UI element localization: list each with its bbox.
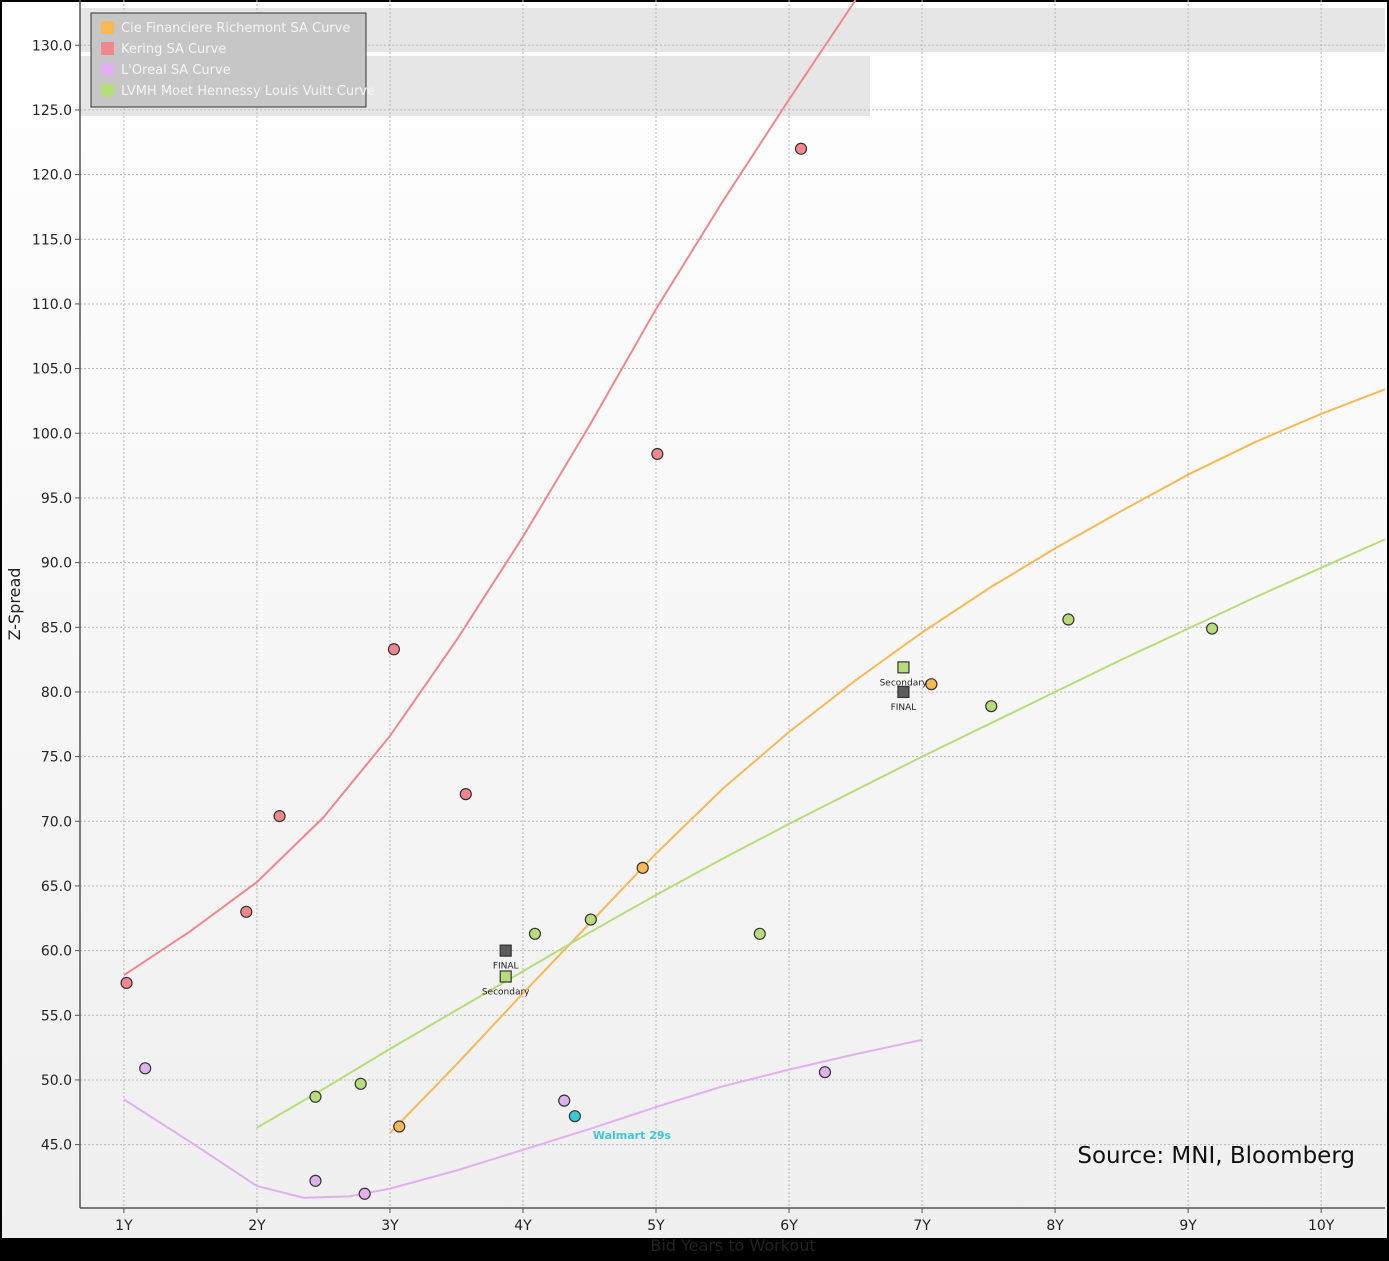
data-point [925, 678, 938, 691]
data-point [358, 1187, 371, 1200]
data-point [309, 1090, 322, 1103]
legend-box [90, 12, 367, 108]
annotation-label: Walmart 29s [593, 1129, 672, 1142]
y-tick-label: 125.0 [32, 103, 72, 119]
deal-marker [897, 661, 910, 674]
deal-marker-label: Secondary [880, 678, 928, 688]
x-tick-label: 10Y [1308, 1218, 1335, 1234]
legend-swatch [101, 63, 114, 76]
y-tick-label: 85.0 [41, 620, 72, 636]
x-tick-label: 9Y [1179, 1218, 1197, 1234]
legend-swatch [101, 21, 114, 34]
y-tick-label: 105.0 [32, 362, 72, 378]
series-curve-1 [123, 0, 857, 977]
x-tick-label: 2Y [248, 1218, 266, 1234]
y-tick-label: 55.0 [41, 1008, 72, 1024]
data-point [528, 927, 542, 940]
y-tick-label: 45.0 [41, 1138, 72, 1154]
y-tick-label: 130.0 [32, 38, 72, 54]
legend-swatch [101, 42, 114, 55]
deal-markers: FINAL Secondary Secondary FINAL Walmart 29s [482, 661, 928, 1142]
grid [80, 0, 1385, 1208]
data-point [309, 1174, 322, 1187]
data-point [273, 810, 286, 823]
data-point [354, 1077, 367, 1090]
annotation-point [568, 1110, 581, 1123]
data-point [387, 643, 401, 656]
x-tick-label: 5Y [647, 1218, 665, 1234]
data-point [240, 905, 253, 918]
data-point [818, 1066, 832, 1079]
axis-ticks: 1Y 2Y 3Y 4Y 5Y 6Y 7Y 8Y 9Y 10Y 45.0 50.0 55.0 60.0 65.… [32, 38, 1335, 1234]
y-tick-label: 95.0 [41, 491, 72, 507]
x-tick-label: 8Y [1046, 1218, 1064, 1234]
y-tick-label: 60.0 [41, 944, 72, 960]
legend-label: LVMH Moet Hennessy Louis Vuitt Curve [121, 84, 375, 99]
legend-items: Cie Financiere Richemont SA Curve Kering … [101, 21, 375, 99]
deal-marker-label: FINAL [493, 962, 519, 972]
y-tick-label: 75.0 [41, 750, 72, 766]
legend-swatch [101, 84, 114, 97]
y-tick-label: 80.0 [41, 685, 72, 701]
y-tick-label: 90.0 [41, 556, 72, 572]
data-point [794, 142, 808, 155]
deal-marker-label: FINAL [891, 703, 917, 713]
y-tick-label: 65.0 [41, 879, 72, 895]
x-tick-label: 3Y [381, 1218, 399, 1234]
data-point [584, 913, 597, 926]
x-tick-label: 1Y [115, 1218, 133, 1234]
data-point [651, 447, 664, 461]
x-axis-title: Bid Years to Workout [650, 1236, 815, 1255]
x-tick-label: 6Y [780, 1218, 798, 1234]
y-tick-label: 120.0 [32, 168, 72, 184]
deal-marker [499, 970, 512, 983]
x-tick-label: 4Y [514, 1218, 532, 1234]
y-tick-label: 115.0 [32, 232, 72, 248]
data-point [753, 927, 766, 940]
legend-label: Kering SA Curve [121, 42, 226, 57]
data-points [120, 142, 1219, 1200]
deal-marker [499, 944, 512, 957]
data-point [636, 861, 649, 874]
legend-label: Cie Financiere Richemont SA Curve [121, 21, 350, 36]
legend: Cie Financiere Richemont SA Curve Kering … [90, 12, 375, 108]
data-point [459, 788, 472, 801]
data-point [558, 1094, 571, 1107]
data-point [120, 976, 133, 990]
curves [123, 0, 1385, 1199]
series-curve-0 [389, 388, 1385, 1134]
series-curve-2 [123, 1038, 923, 1199]
data-point [1205, 622, 1219, 635]
y-tick-label: 50.0 [41, 1073, 72, 1089]
y-axis-title: Z-Spread [5, 568, 24, 641]
source-note: Source: MNI, Bloomberg [1077, 1143, 1355, 1169]
y-tick-label: 70.0 [41, 814, 72, 830]
data-point [393, 1120, 406, 1133]
data-point [139, 1062, 152, 1075]
data-point [1062, 613, 1075, 626]
y-tick-label: 100.0 [32, 426, 72, 442]
legend-label: L'Oreal SA Curve [121, 63, 231, 78]
data-point [985, 700, 998, 713]
x-tick-label: 7Y [913, 1218, 931, 1234]
series-curve-3 [256, 538, 1385, 1129]
deal-marker [897, 685, 910, 699]
chart-frame [2, 2, 1387, 1238]
deal-marker-label: Secondary [482, 987, 530, 997]
y-tick-label: 110.0 [32, 297, 72, 313]
